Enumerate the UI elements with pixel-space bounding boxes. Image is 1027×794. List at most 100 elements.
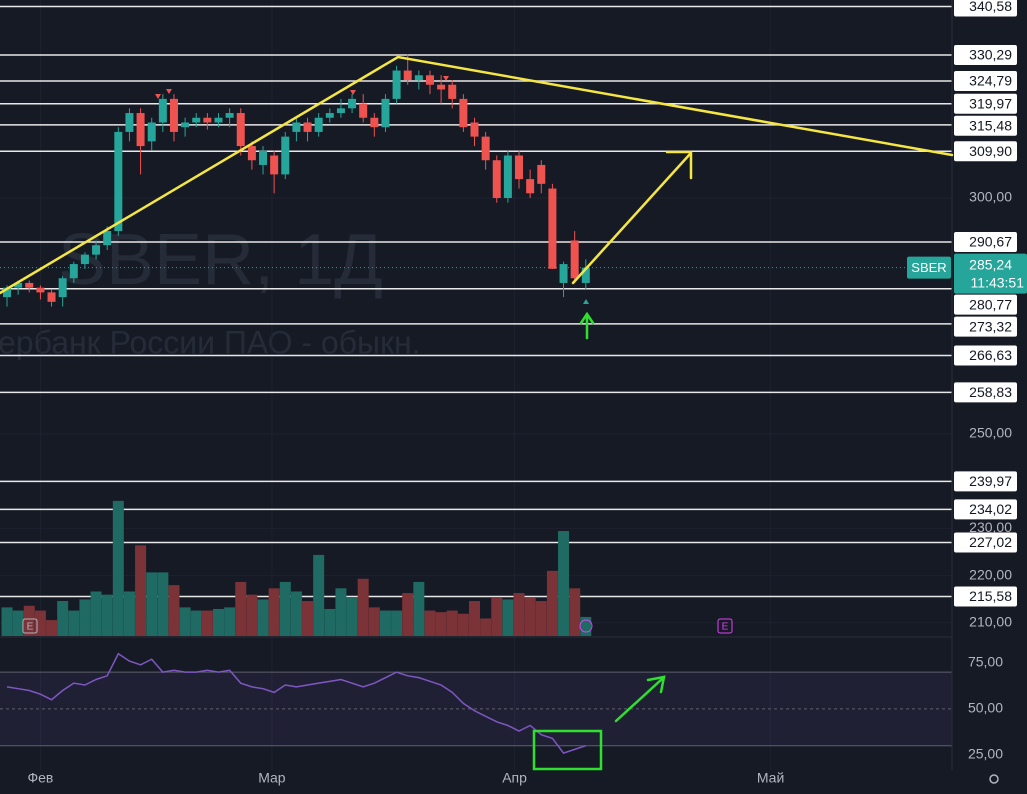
candle-body [36, 287, 45, 293]
volume-bar [391, 610, 403, 636]
level-label: 227,02 [969, 534, 1012, 550]
candle-body [92, 245, 101, 255]
volume-bar [168, 585, 180, 636]
candle-body [214, 117, 223, 123]
volume-bar [324, 608, 336, 636]
volume-bar [101, 594, 113, 636]
level-label-box [954, 382, 1017, 403]
watermark-description: ербанк России ПАО - обыкн. [0, 324, 421, 360]
arrow-head [665, 150, 693, 180]
level-label-box [954, 115, 1017, 136]
sell-marker [350, 90, 356, 95]
last-price-label: 285,24 [969, 256, 1012, 272]
volume-bar [413, 581, 425, 636]
volume-bar [580, 616, 592, 636]
buy-marker [583, 299, 589, 304]
event-marker-box[interactable] [717, 618, 733, 634]
candle-body [470, 122, 479, 137]
volume-bar [90, 591, 102, 636]
level-label: 309,90 [969, 143, 1012, 159]
volume-bar [313, 554, 325, 636]
candle-body [58, 278, 67, 298]
event-marker[interactable]: E [722, 622, 729, 633]
volume-bar [235, 581, 247, 636]
settings-icon[interactable] [989, 774, 999, 784]
candle-body [381, 98, 390, 128]
candle-body [437, 84, 446, 90]
candle-body [270, 155, 279, 175]
level-label: 234,02 [969, 501, 1012, 517]
volume-bar [268, 588, 280, 636]
candle-body [403, 70, 412, 81]
volume-bar [34, 610, 46, 636]
volume-bar [135, 545, 147, 636]
level-label: 266,63 [969, 347, 1012, 363]
y-tick-label: 220,00 [969, 566, 1012, 582]
candle-body [392, 70, 401, 99]
volume-bar [435, 612, 447, 636]
level-label: 258,83 [969, 384, 1012, 400]
volume-bar [112, 500, 124, 636]
volume-bar [123, 591, 135, 636]
rsi-tick-label: 25,00 [968, 746, 1003, 762]
candle-body [125, 113, 134, 132]
countdown-label: 11:43:51 [971, 274, 1025, 290]
volume-bar [402, 593, 414, 636]
volume-bar [57, 601, 69, 636]
level-label-box [954, 316, 1017, 337]
candle-body [314, 117, 323, 132]
volume-bar [190, 610, 202, 636]
candle-body [136, 113, 145, 147]
volume-bar [457, 613, 469, 636]
level-label: 280,77 [969, 296, 1012, 312]
candle-body [325, 113, 334, 118]
candle-body [370, 117, 379, 128]
candle-body [3, 287, 12, 298]
volume-bar [468, 601, 480, 636]
candle-body [103, 231, 112, 246]
arrow-head [646, 675, 666, 694]
arrow [571, 152, 692, 285]
volume-bar [513, 593, 525, 636]
event-marker-box[interactable] [22, 618, 38, 634]
level-label: 315,48 [969, 117, 1012, 133]
candle-body [414, 75, 423, 81]
candle-body [259, 150, 268, 165]
event-marker[interactable]: E [27, 622, 34, 633]
volume-bar [480, 618, 492, 636]
volume-bar [46, 620, 58, 636]
arrow [614, 677, 664, 723]
y-tick-label: 210,00 [969, 613, 1012, 629]
level-label-box [954, 532, 1017, 553]
candle-body [247, 146, 256, 161]
volume-bar [79, 599, 91, 636]
candle-body [425, 75, 434, 85]
volume-bar [201, 610, 213, 636]
candle-body [359, 103, 368, 118]
rsi-line [6, 652, 587, 754]
candle-body [80, 254, 89, 265]
trendline [0, 55, 954, 295]
level-label: 340,58 [969, 0, 1012, 14]
candle-body [492, 160, 501, 198]
dividend-icon[interactable] [579, 619, 593, 633]
volume-bar [346, 597, 358, 636]
volume-bar [491, 597, 503, 636]
candle-body [292, 122, 301, 132]
candle-body [236, 113, 245, 147]
level-label: 290,67 [969, 234, 1012, 250]
volume-bar [12, 610, 24, 636]
candle-body [581, 267, 590, 283]
candle-body [303, 122, 312, 132]
candle-body [169, 98, 178, 132]
candle-body [203, 117, 212, 123]
rsi-tick-label: 50,00 [968, 700, 1003, 716]
candle-body [448, 84, 457, 99]
volume-bar [424, 610, 436, 636]
candle-body [459, 98, 468, 128]
signal-markers [155, 76, 999, 784]
level-label-box [954, 93, 1017, 114]
annotations [0, 55, 954, 771]
